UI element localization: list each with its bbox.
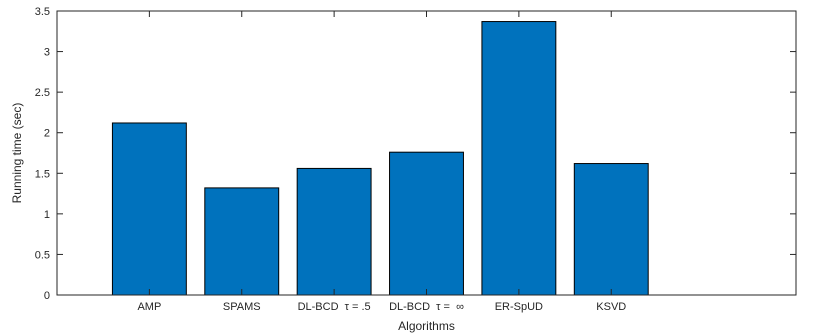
bar: [573, 163, 649, 296]
y-tick-label: 2: [44, 128, 50, 140]
y-tick-label: 2.5: [35, 87, 50, 99]
bars: [111, 21, 649, 296]
y-tick-label: 1: [44, 209, 50, 221]
x-axis-ticks: AMP SPAMS DL-BCD τ = .5 DL-BCD τ = ∞ ER-SpUD…: [137, 11, 626, 313]
bar: [111, 122, 187, 296]
x-tick-label: DL-BCD τ = ∞: [389, 301, 464, 313]
bar: [296, 167, 372, 296]
y-tick-label: 1.5: [35, 168, 50, 180]
x-tick-label: KSVD: [596, 301, 626, 313]
x-tick-label: ER-SpUD: [495, 301, 543, 313]
bar: [481, 21, 557, 296]
y-tick-label: 3: [44, 47, 50, 59]
y-tick-label: 3.5: [35, 6, 50, 18]
x-tick-label: SPAMS: [223, 301, 261, 313]
bar: [389, 151, 464, 296]
axes-box: [56, 10, 797, 296]
x-tick-label: AMP: [137, 301, 161, 313]
x-axis-label: Algorithms: [398, 319, 455, 333]
y-tick-label: 0: [44, 290, 50, 302]
y-axis-label: Running time (sec): [10, 103, 24, 204]
x-tick-label: DL-BCD τ = .5: [298, 301, 371, 313]
bar: [204, 187, 280, 296]
y-axis-ticks: 0 0.5 1 1.5 2 2.5 3 3.5: [35, 6, 796, 302]
y-tick-label: 0.5: [35, 249, 50, 261]
